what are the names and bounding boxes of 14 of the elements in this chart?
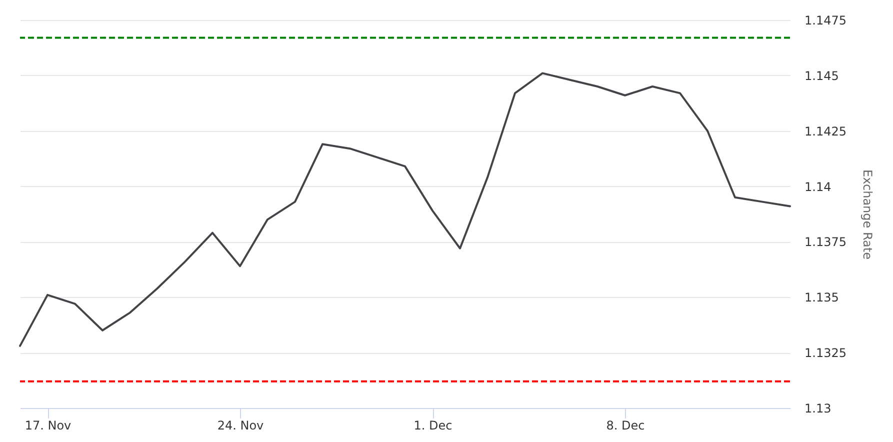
line-series [19,72,791,347]
y-axis-title: Exchange Rate [860,170,874,260]
x-tick-label: 8. Dec [606,418,645,432]
x-tick-label: 17. Nov [24,418,72,432]
y-tick-label: 1.13 [804,402,832,416]
y-tick-label: 1.14 [804,180,832,194]
y-tick-label: 1.1475 [804,14,846,28]
x-tick-label: 24. Nov [217,418,264,432]
y-tick-label: 1.1425 [804,124,846,138]
y-tick-label: 1.1325 [804,346,846,360]
y-tick-label: 1.135 [804,290,839,305]
x-tick-label: 1. Dec [414,418,452,432]
y-tick-label: 1.145 [804,68,839,83]
y-tick-label: 1.1375 [804,235,846,250]
